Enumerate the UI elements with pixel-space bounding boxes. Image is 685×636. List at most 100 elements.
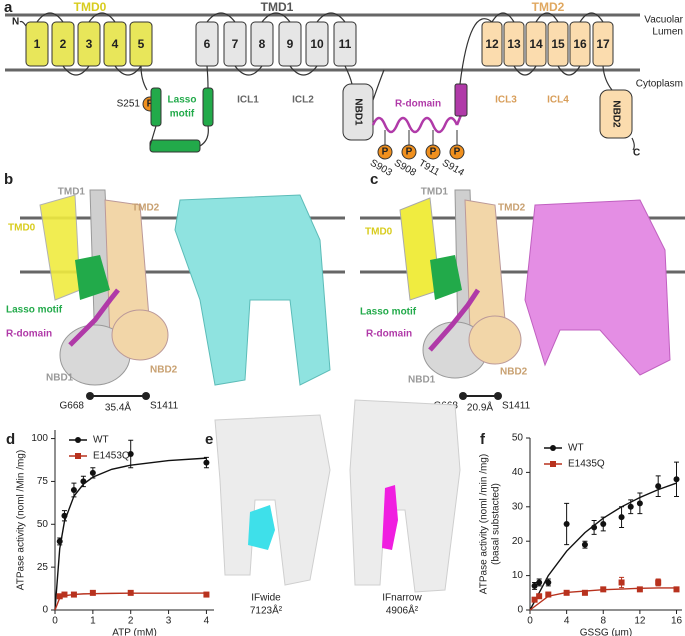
- tmd0-structure: [39, 194, 81, 301]
- label: NBD2: [150, 365, 178, 376]
- point: [591, 524, 598, 531]
- nbd-label: NBD2: [610, 100, 621, 128]
- helix: [525, 21, 547, 67]
- point: [655, 483, 662, 490]
- phospho-site: [401, 144, 417, 160]
- helix-number: 16: [573, 37, 587, 51]
- y-tick-label: 100: [31, 433, 48, 444]
- point: [545, 591, 552, 598]
- point: [56, 538, 63, 545]
- helix: [51, 21, 75, 67]
- connector: [19, 20, 27, 27]
- r-domain-helix: [454, 83, 468, 117]
- point: [536, 579, 543, 586]
- point: [61, 512, 68, 519]
- lasso-structure: [430, 255, 462, 300]
- density-map: [524, 199, 671, 376]
- phospho-label: P: [454, 147, 461, 158]
- state-area: 7123Å²: [250, 604, 283, 617]
- y-tick-label: 75: [37, 476, 49, 487]
- r-domain-structure: [68, 288, 120, 347]
- distance-end: [459, 392, 467, 400]
- panel-c: c TMD1 TMD2 TMD0 Lasso motif R-domain NB…: [360, 171, 685, 414]
- point: [127, 451, 134, 457]
- y-tick-label: 40: [512, 467, 524, 478]
- point: [636, 586, 643, 593]
- point: [89, 469, 96, 476]
- label: Lasso motif: [360, 307, 417, 318]
- helix: [592, 21, 614, 67]
- lasso-helix: [150, 87, 162, 127]
- point: [536, 593, 543, 600]
- helix-number: 4: [112, 37, 119, 51]
- point: [655, 579, 662, 586]
- connector: [206, 12, 236, 23]
- x-tick-label: 4: [204, 616, 210, 627]
- residue-label: S1411: [150, 401, 179, 412]
- point: [203, 459, 210, 466]
- helix-number: 2: [60, 37, 67, 51]
- point: [673, 586, 680, 593]
- helix-number: 5: [138, 37, 145, 51]
- x-tick-label: 1: [90, 616, 96, 627]
- legend-marker: [75, 437, 81, 443]
- cavity: [248, 505, 275, 550]
- helix: [77, 21, 101, 67]
- helix: [503, 21, 525, 67]
- connector: [491, 12, 515, 23]
- connector: [602, 65, 613, 91]
- helix-number: 12: [485, 37, 499, 51]
- helix: [195, 21, 219, 67]
- distance-label: 35.4Å: [105, 401, 131, 414]
- point: [127, 589, 134, 596]
- r-domain-structure: [428, 288, 481, 352]
- point: [545, 579, 552, 586]
- panel-label: f: [480, 431, 486, 448]
- helix: [569, 21, 591, 67]
- cavity: [382, 485, 398, 550]
- connector: [88, 12, 116, 23]
- legend-label: WT: [568, 443, 584, 454]
- point: [563, 521, 570, 527]
- connector: [36, 12, 64, 23]
- nbd-label: NBD1: [352, 98, 363, 126]
- helix: [103, 21, 127, 67]
- nbd2-box: [599, 89, 633, 139]
- panel-label: a: [4, 0, 13, 16]
- helix-number: 14: [529, 37, 543, 51]
- nbd1-box: [342, 83, 374, 141]
- helix-number: 17: [596, 37, 610, 51]
- phospho-label: P: [430, 147, 437, 158]
- helix-number: 3: [86, 37, 93, 51]
- y-tick-label: 0: [517, 605, 523, 616]
- site-label: S251: [117, 99, 141, 110]
- label: NBD1: [46, 373, 74, 384]
- site-label: T911: [417, 158, 442, 179]
- domain-label: TMD2: [532, 0, 565, 14]
- phospho-label: P: [382, 147, 389, 158]
- panel-label: e: [205, 431, 213, 448]
- x-tick-label: 8: [600, 616, 606, 627]
- helix: [278, 21, 302, 67]
- panel-e: e IFwide 7123Å² IFnarrow 4906Å²: [205, 399, 461, 617]
- connector: [557, 65, 581, 76]
- label: NBD1: [408, 375, 436, 386]
- x-tick-label: 4: [564, 616, 570, 627]
- legend-label: E1453Q: [93, 451, 130, 462]
- label: NBD2: [500, 367, 528, 378]
- panel-b: b TMD1 TMD2 TMD0 Lasso motif R-domain NB…: [4, 171, 345, 414]
- label: TMD0: [365, 227, 393, 238]
- helix-number: 15: [551, 37, 565, 51]
- connector: [631, 137, 635, 151]
- structure-image: [214, 414, 331, 586]
- point: [89, 589, 96, 596]
- cytoplasm-label: Cytoplasm: [636, 79, 683, 90]
- helix: [547, 21, 569, 67]
- helix: [305, 21, 329, 67]
- lasso-helix: [202, 87, 214, 127]
- label: TMD1: [421, 187, 449, 198]
- panel-label: d: [6, 431, 15, 448]
- point: [600, 521, 607, 527]
- x-axis-label: GSSG (μm): [580, 628, 632, 636]
